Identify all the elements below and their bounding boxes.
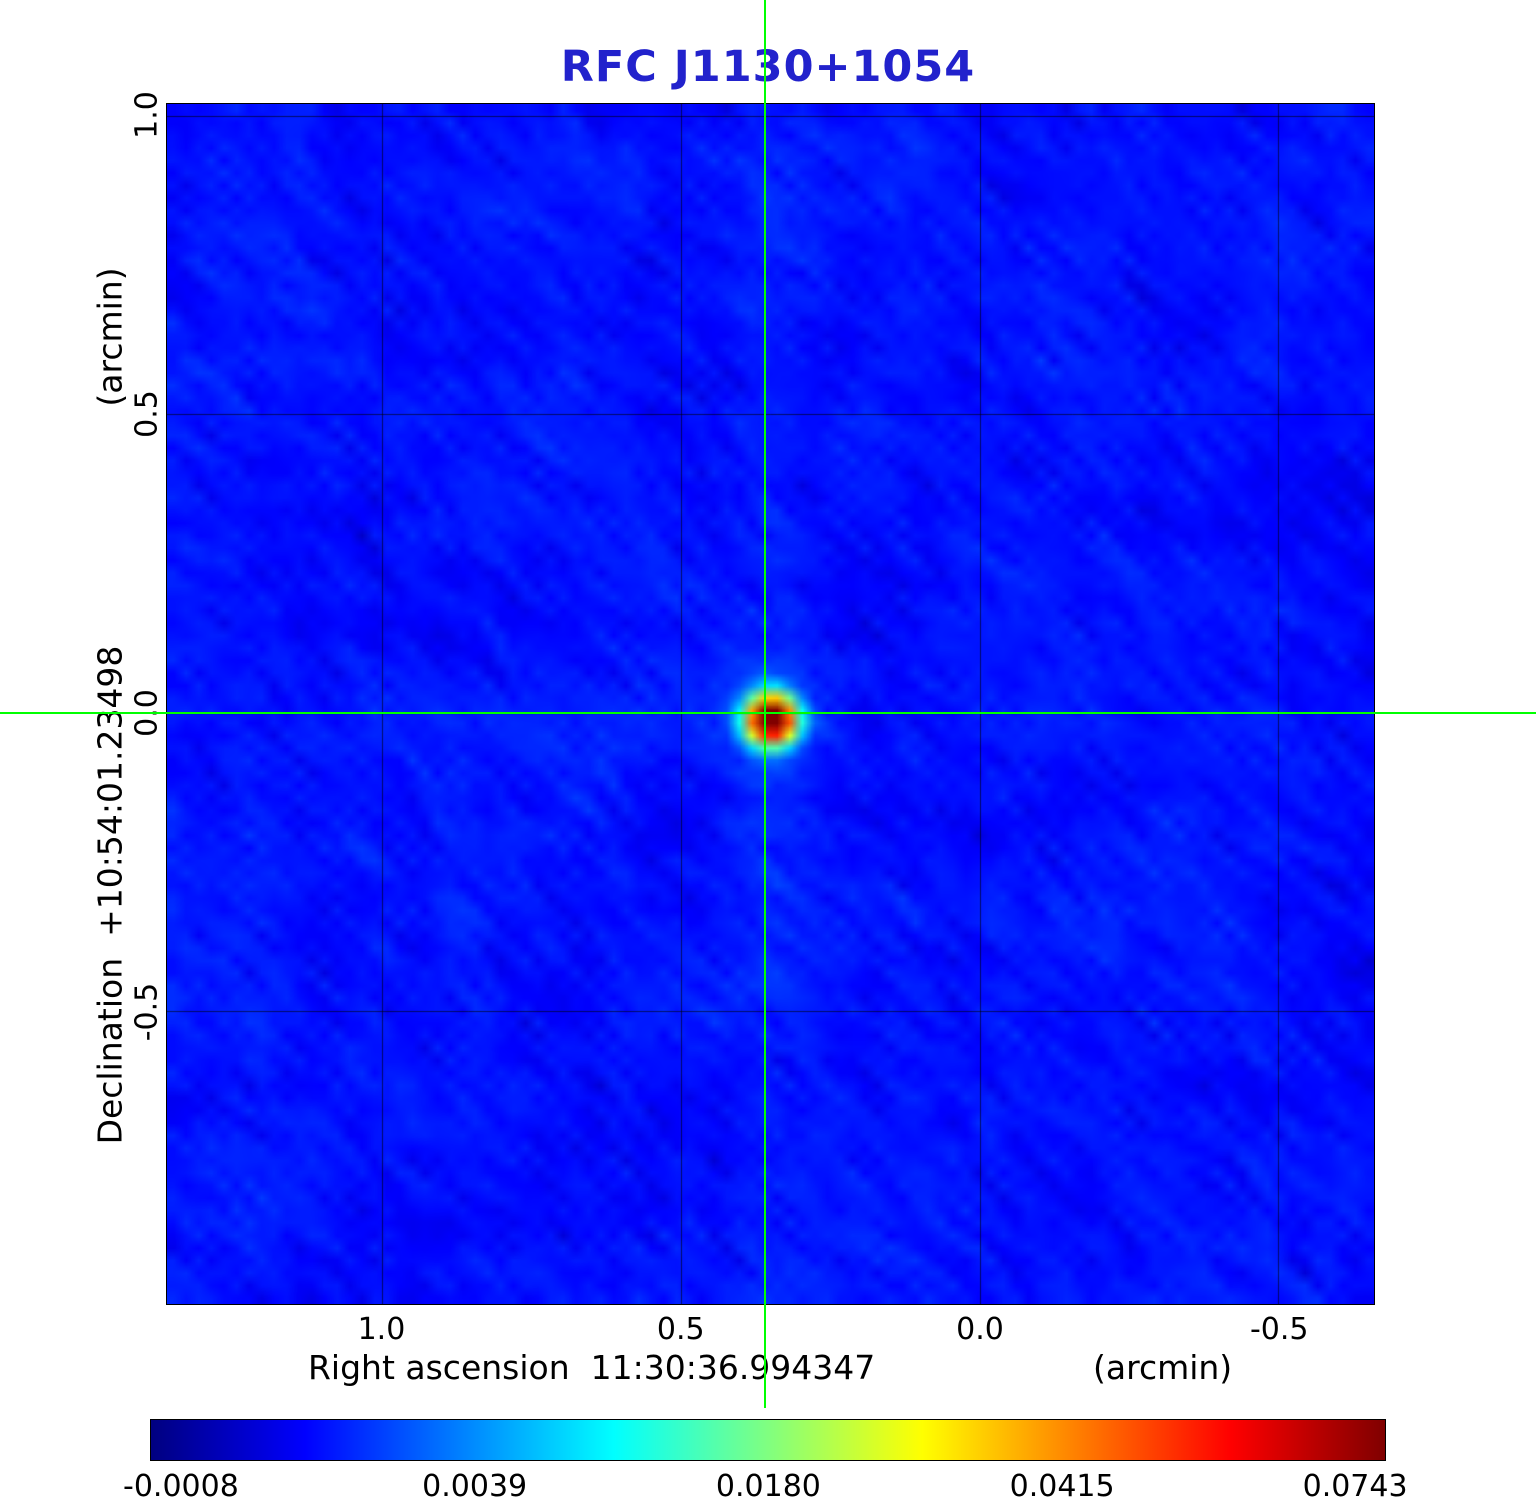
y-tick-label: -0.5	[129, 982, 165, 1042]
x-axis-unit-label: (arcmin)	[1093, 1348, 1233, 1387]
plot-title: RFC J1130+1054	[560, 42, 976, 92]
x-axis-title: Right ascension 11:30:36.994347	[308, 1348, 876, 1387]
x-tick-label: 0.5	[656, 1312, 705, 1347]
y-tick-label: 1.0	[129, 91, 165, 139]
colorbar-gradient	[150, 1419, 1386, 1461]
colorbar-tick-label: 0.0415	[1009, 1469, 1115, 1504]
x-tick-label: 1.0	[357, 1312, 406, 1347]
crosshair-horizontal-line	[0, 711, 1536, 714]
heatmap-canvas	[167, 104, 1374, 1304]
y-tick-label: 0.5	[129, 390, 165, 438]
colorbar-tick-label: 0.0039	[422, 1469, 528, 1504]
crosshair-vertical-line	[763, 0, 766, 1408]
x-tick-label: 0.0	[956, 1312, 1004, 1347]
plot-area	[166, 103, 1375, 1305]
colorbar-tick-label: 0.0180	[715, 1469, 821, 1504]
y-axis-title: Declination +10:54:01.23498	[90, 645, 130, 1145]
colorbar-tick-label: -0.0008	[122, 1469, 239, 1504]
x-tick-label: -0.5	[1249, 1312, 1309, 1347]
y-axis-unit-label: (arcmin)	[90, 267, 130, 407]
colorbar-tick-label: 0.0743	[1302, 1469, 1408, 1504]
